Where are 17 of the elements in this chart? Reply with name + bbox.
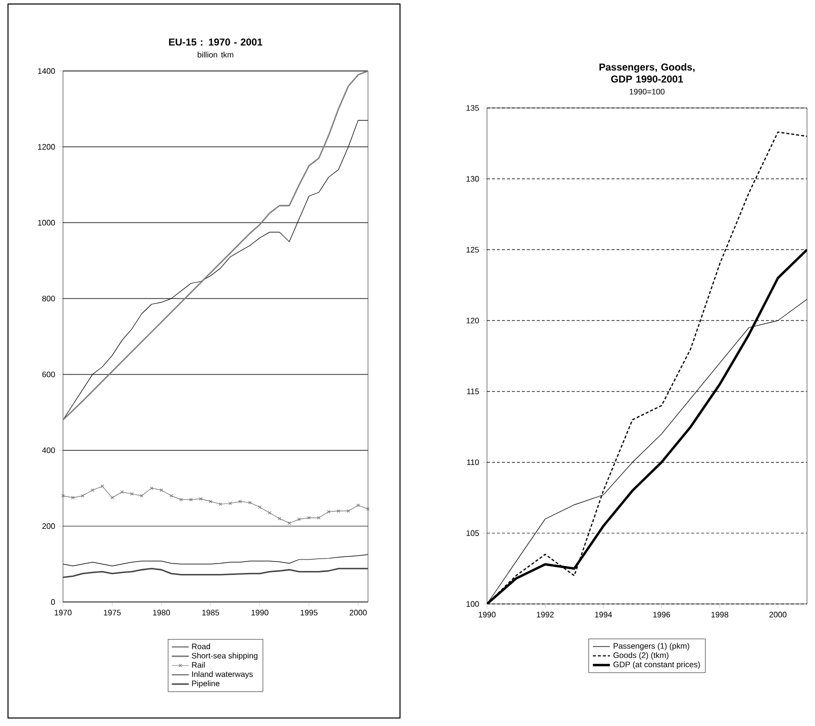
point	[238, 500, 242, 504]
point	[297, 518, 301, 522]
point	[100, 484, 104, 488]
chart-title: Passengers, Goods, GDP 1990-2001	[600, 63, 695, 83]
point	[90, 488, 94, 492]
point	[307, 516, 311, 520]
point	[208, 500, 212, 504]
point	[228, 502, 232, 506]
point	[326, 510, 330, 514]
point	[199, 497, 202, 501]
point	[218, 502, 222, 506]
point	[150, 486, 154, 490]
point	[346, 509, 350, 513]
chart-title: EU-15 : 1970 - 2001	[169, 38, 262, 46]
point	[288, 521, 292, 525]
point	[258, 505, 262, 509]
point	[356, 504, 360, 507]
